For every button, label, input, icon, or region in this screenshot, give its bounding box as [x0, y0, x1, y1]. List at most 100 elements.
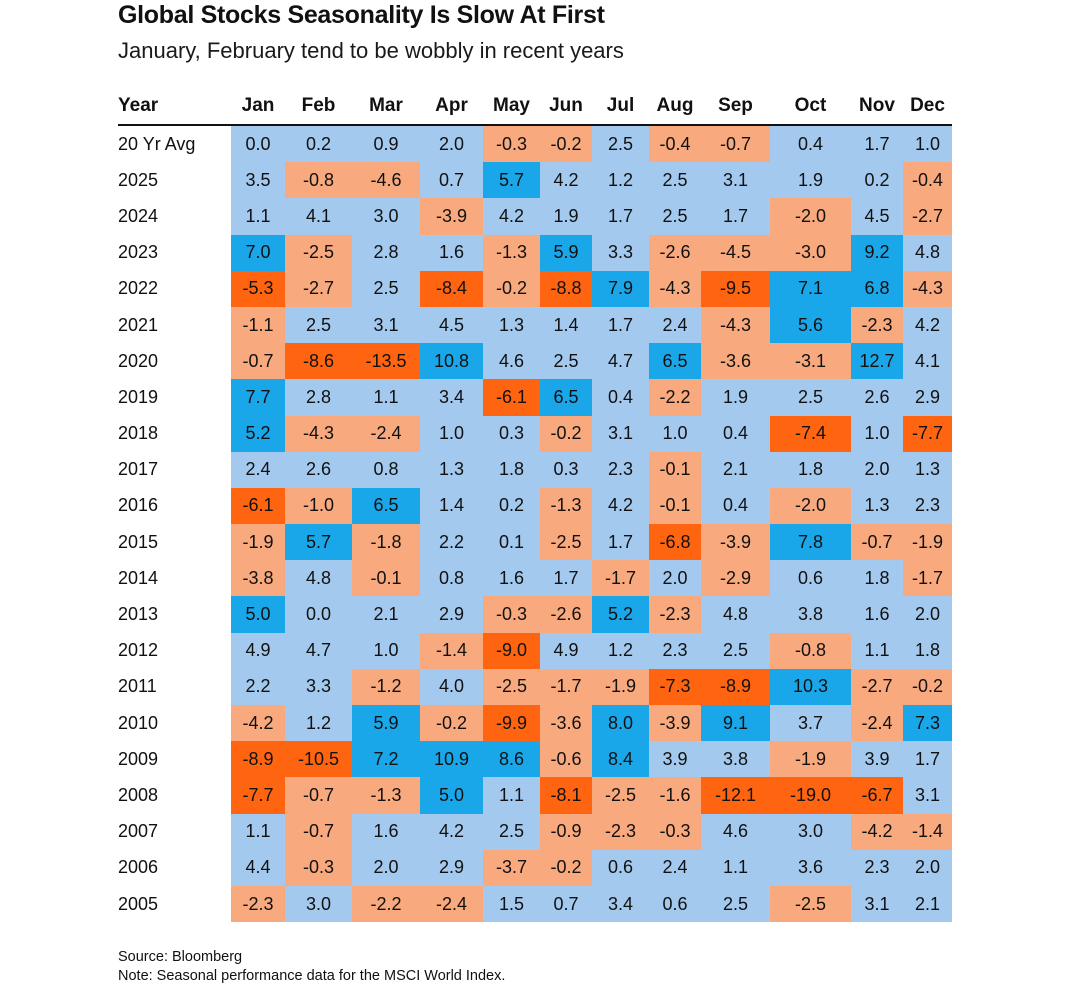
column-header-nov: Nov: [851, 88, 903, 126]
heatmap-cell-jun: -3.6: [540, 705, 592, 742]
heatmap-cell-may: -0.3: [483, 596, 540, 633]
heatmap-cell-feb: 0.0: [285, 596, 352, 633]
heatmap-cell-nov: 3.1: [851, 885, 903, 923]
heatmap-cell-jan: 2.2: [231, 668, 285, 705]
heatmap-cell-nov: 2.3: [851, 849, 903, 886]
table-row: 20 Yr Avg 0.0 0.2 0.9 2.0 -0.3 -0.2 2.5 -0.4 -0.7…: [118, 125, 952, 163]
heatmap-cell-jul: 0.4: [592, 379, 649, 416]
heatmap-cell-nov: 4.5: [851, 198, 903, 235]
column-header-jun: Jun: [540, 88, 592, 126]
heatmap-cell-aug: 2.5: [649, 162, 701, 199]
heatmap-cell-oct: 3.0: [770, 813, 851, 850]
heatmap-cell-jul: 1.2: [592, 162, 649, 199]
table-row: 2016 -6.1 -1.0 6.5 1.4 0.2 -1.3 4.2 -0.1 0.4 -2.0 1…: [118, 487, 952, 525]
seasonality-table: Year Jan Feb Mar Apr May Jun Jul Aug Sep Oct Nov Dec…: [118, 88, 952, 923]
row-label: 2007: [118, 813, 231, 850]
heatmap-cell-jun: -1.3: [540, 487, 592, 525]
table-row: 2011 2.2 3.3 -1.2 4.0 -2.5 -1.7 -1.9 -7.3 -8.9 10.…: [118, 668, 952, 705]
table-row: 2021 -1.1 2.5 3.1 4.5 1.3 1.4 1.7 2.4 -4.3 5.6 -2.3…: [118, 306, 952, 344]
heatmap-cell-may: -9.9: [483, 705, 540, 742]
heatmap-cell-apr: -0.2: [420, 705, 483, 742]
heatmap-cell-jul: 3.1: [592, 415, 649, 452]
heatmap-cell-aug: -0.1: [649, 487, 701, 525]
heatmap-cell-jul: -2.5: [592, 777, 649, 814]
row-label: 2019: [118, 379, 231, 416]
heatmap-cell-feb: -0.3: [285, 849, 352, 886]
column-header-year: Year: [118, 88, 231, 126]
heatmap-cell-dec: -1.4: [903, 813, 952, 850]
heatmap-cell-oct: -1.9: [770, 741, 851, 778]
heatmap-cell-jun: -8.8: [540, 270, 592, 307]
heatmap-cell-nov: -4.2: [851, 813, 903, 850]
heatmap-cell-jun: 4.9: [540, 632, 592, 669]
heatmap-cell-jan: -8.9: [231, 741, 285, 778]
heatmap-cell-mar: -4.6: [352, 162, 420, 199]
heatmap-cell-aug: -0.3: [649, 813, 701, 850]
heatmap-cell-may: 8.6: [483, 741, 540, 778]
table-row: 2005 -2.3 3.0 -2.2 -2.4 1.5 0.7 3.4 0.6 2.5 -2.5 3.…: [118, 885, 952, 923]
column-header-jan: Jan: [231, 88, 285, 126]
heatmap-cell-jun: 1.7: [540, 560, 592, 597]
heatmap-cell-feb: 2.6: [285, 451, 352, 488]
heatmap-cell-dec: 1.7: [903, 741, 952, 778]
heatmap-cell-mar: -2.2: [352, 885, 420, 923]
heatmap-cell-jun: -0.6: [540, 741, 592, 778]
heatmap-cell-jul: -2.3: [592, 813, 649, 850]
heatmap-cell-jan: -2.3: [231, 885, 285, 923]
table-row: 2025 3.5 -0.8 -4.6 0.7 5.7 4.2 1.2 2.5 3.1 1.9 0.2-…: [118, 162, 952, 199]
heatmap-cell-sep: -2.9: [701, 560, 770, 597]
heatmap-cell-nov: 3.9: [851, 741, 903, 778]
row-label: 2009: [118, 741, 231, 778]
heatmap-cell-nov: 0.2: [851, 162, 903, 199]
heatmap-cell-oct: 3.6: [770, 849, 851, 886]
heatmap-cell-jan: -1.1: [231, 306, 285, 344]
heatmap-cell-oct: 0.6: [770, 560, 851, 597]
heatmap-cell-nov: 2.6: [851, 379, 903, 416]
heatmap-cell-sep: -3.9: [701, 524, 770, 561]
row-label: 2020: [118, 343, 231, 380]
heatmap-cell-apr: 0.8: [420, 560, 483, 597]
table-row: 2006 4.4 -0.3 2.0 2.9 -3.7 -0.2 0.6 2.4 1.1 3.6 2.3…: [118, 849, 952, 886]
table-row: 2022 -5.3 -2.7 2.5 -8.4 -0.2 -8.8 7.9 -4.3 -9.5 7.…: [118, 270, 952, 307]
heatmap-cell-dec: 2.9: [903, 379, 952, 416]
heatmap-cell-may: -1.3: [483, 234, 540, 271]
row-label: 2024: [118, 198, 231, 235]
heatmap-cell-aug: -2.6: [649, 234, 701, 271]
table-body: 20 Yr Avg 0.0 0.2 0.9 2.0 -0.3 -0.2 2.5 -0.4 -0.7…: [118, 125, 952, 923]
header-row: Year Jan Feb Mar Apr May Jun Jul Aug Sep Oct Nov Dec: [118, 88, 952, 126]
heatmap-cell-jan: 7.0: [231, 234, 285, 271]
heatmap-cell-aug: 2.0: [649, 560, 701, 597]
heatmap-cell-aug: 2.3: [649, 632, 701, 669]
row-label: 20 Yr Avg: [118, 125, 231, 163]
heatmap-cell-feb: -0.7: [285, 813, 352, 850]
heatmap-cell-sep: -9.5: [701, 270, 770, 307]
heatmap-cell-nov: 1.6: [851, 596, 903, 633]
heatmap-cell-apr: 2.9: [420, 596, 483, 633]
heatmap-cell-apr: 0.7: [420, 162, 483, 199]
heatmap-cell-mar: 7.2: [352, 741, 420, 778]
heatmap-cell-nov: 9.2: [851, 234, 903, 271]
column-header-oct: Oct: [770, 88, 851, 126]
heatmap-cell-sep: 1.7: [701, 198, 770, 235]
heatmap-cell-jul: 1.7: [592, 524, 649, 561]
heatmap-cell-may: 4.6: [483, 343, 540, 380]
heatmap-cell-sep: -12.1: [701, 777, 770, 814]
heatmap-cell-jul: 2.3: [592, 451, 649, 488]
heatmap-cell-jan: 0.0: [231, 125, 285, 163]
column-header-jul: Jul: [592, 88, 649, 126]
heatmap-cell-oct: 2.5: [770, 379, 851, 416]
heatmap-cell-jun: 0.3: [540, 451, 592, 488]
row-label: 2008: [118, 777, 231, 814]
heatmap-cell-apr: 3.4: [420, 379, 483, 416]
heatmap-cell-aug: 1.0: [649, 415, 701, 452]
heatmap-cell-nov: 1.3: [851, 487, 903, 525]
heatmap-cell-sep: -8.9: [701, 668, 770, 705]
heatmap-cell-jun: -2.5: [540, 524, 592, 561]
heatmap-cell-jan: 4.9: [231, 632, 285, 669]
table-row: 2007 1.1 -0.7 1.6 4.2 2.5 -0.9 -2.3 -0.3 4.6 3.0 -4…: [118, 813, 952, 850]
column-header-sep: Sep: [701, 88, 770, 126]
footnote: Note: Seasonal performance data for the …: [118, 968, 506, 984]
heatmap-cell-aug: 2.5: [649, 198, 701, 235]
heatmap-cell-may: 1.5: [483, 885, 540, 923]
heatmap-cell-dec: -1.9: [903, 524, 952, 561]
